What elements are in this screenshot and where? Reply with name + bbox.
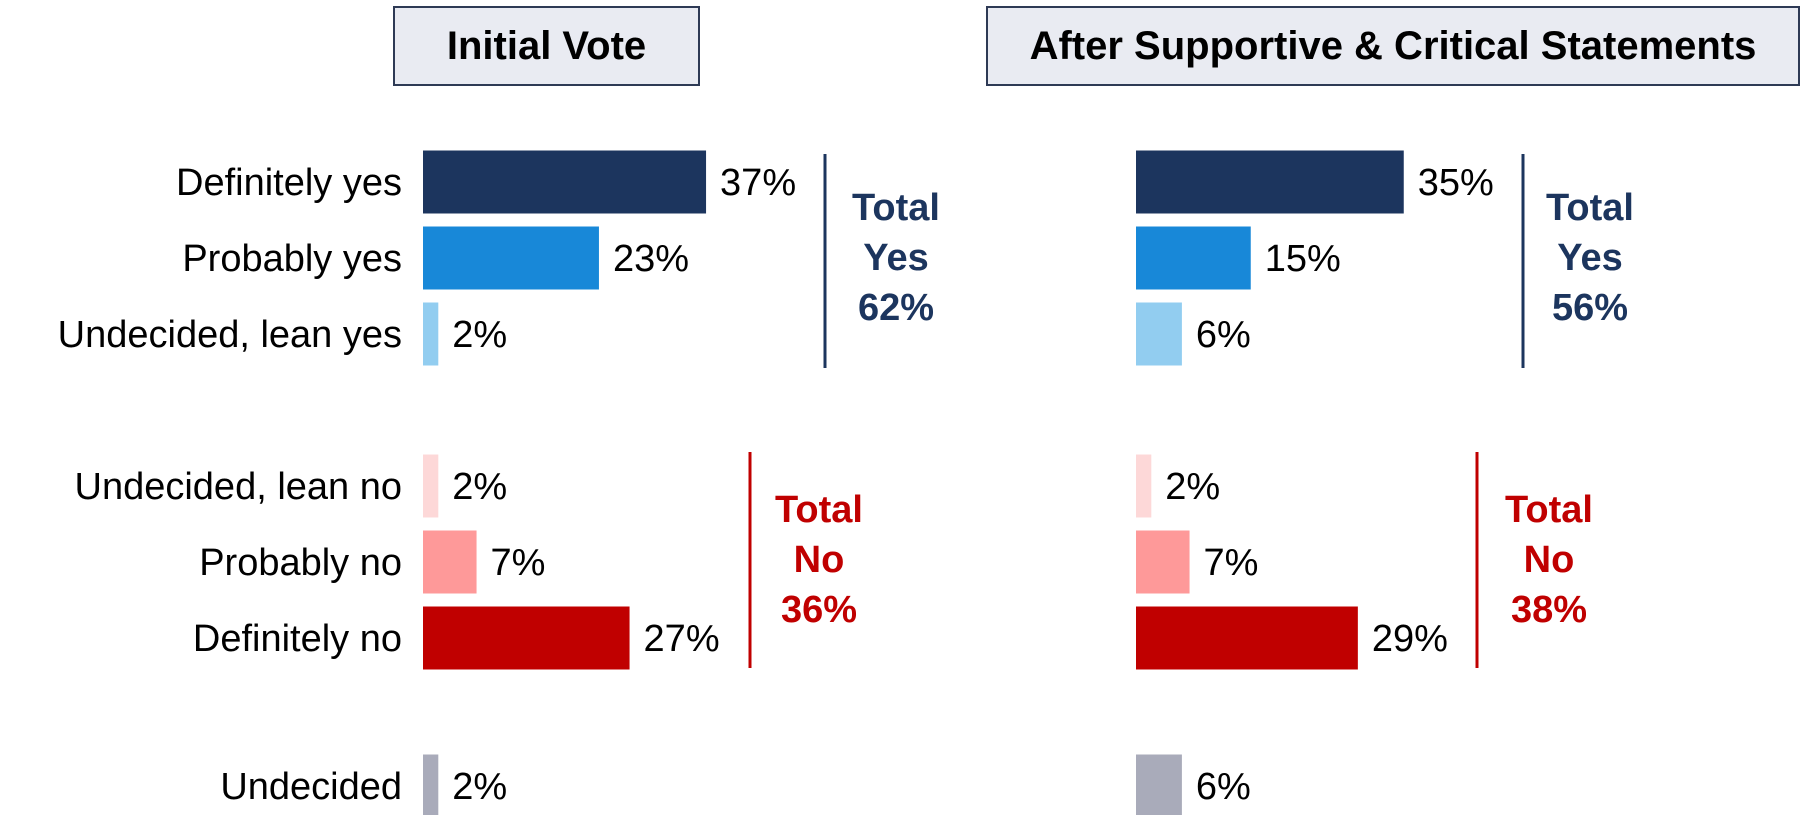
total-no-initial-line-3: 36% [781, 589, 857, 631]
value-label-initial-undecided: 2% [452, 766, 507, 808]
bar-initial-definitely-yes [423, 150, 707, 214]
category-label-definitely-no: Definitely no [193, 618, 402, 660]
total-yes-initial-line-3: 62% [858, 287, 934, 329]
bar-after-undecided [1136, 754, 1182, 815]
total-yes-initial-line-1: Total [852, 187, 940, 229]
bar-initial-probably-no [423, 530, 477, 594]
total-yes-after-line-1: Total [1546, 187, 1634, 229]
category-label-definitely-yes: Definitely yes [176, 162, 402, 204]
value-label-after-probably-yes: 15% [1265, 238, 1341, 280]
value-label-initial-definitely-yes: 37% [720, 162, 796, 204]
category-label-undecided-lean-yes: Undecided, lean yes [58, 314, 402, 356]
bar-after-definitely-no [1136, 606, 1358, 670]
category-label-probably-no: Probably no [199, 542, 402, 584]
value-label-after-definitely-no: 29% [1372, 618, 1448, 660]
total-yes-after-line-3: 56% [1552, 287, 1628, 329]
bar-after-probably-yes [1136, 226, 1251, 290]
panel-title-after-statements: After Supportive & Critical Statements [986, 6, 1800, 86]
bar-after-definitely-yes [1136, 150, 1404, 214]
category-label-undecided-lean-no: Undecided, lean no [75, 466, 402, 508]
value-label-after-undecided-lean-yes: 6% [1196, 314, 1251, 356]
panel-title-initial-vote: Initial Vote [393, 6, 700, 86]
total-yes-after-line-2: Yes [1557, 237, 1623, 279]
value-label-after-probably-no: 7% [1204, 542, 1259, 584]
bar-initial-probably-yes [423, 226, 599, 290]
value-label-initial-undecided-lean-no: 2% [452, 466, 507, 508]
bar-after-probably-no [1136, 530, 1190, 594]
bar-after-undecided-lean-yes [1136, 302, 1182, 366]
bar-initial-undecided-lean-no [423, 454, 439, 518]
value-label-after-definitely-yes: 35% [1418, 162, 1494, 204]
value-label-initial-definitely-no: 27% [644, 618, 720, 660]
total-no-after-line-2: No [1524, 539, 1575, 581]
value-label-initial-probably-no: 7% [491, 542, 546, 584]
bar-initial-definitely-no [423, 606, 630, 670]
category-label-probably-yes: Probably yes [182, 238, 402, 280]
value-label-after-undecided: 6% [1196, 766, 1251, 808]
total-no-initial-line-1: Total [775, 489, 863, 531]
total-no-after-line-3: 38% [1511, 589, 1587, 631]
category-label-undecided: Undecided [220, 766, 402, 808]
total-no-after-line-1: Total [1505, 489, 1593, 531]
value-label-initial-probably-yes: 23% [613, 238, 689, 280]
value-label-initial-undecided-lean-yes: 2% [452, 314, 507, 356]
total-no-initial-line-2: No [794, 539, 845, 581]
bar-initial-undecided [423, 754, 439, 815]
bar-after-undecided-lean-no [1136, 454, 1152, 518]
bar-initial-undecided-lean-yes [423, 302, 439, 366]
total-yes-initial-line-2: Yes [863, 237, 929, 279]
value-label-after-undecided-lean-no: 2% [1165, 466, 1220, 508]
